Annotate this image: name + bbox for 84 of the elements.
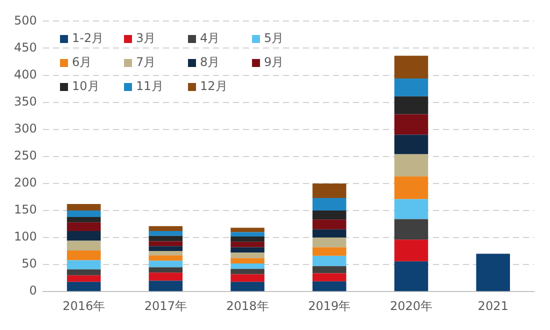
y-tick-label: 0 <box>29 284 37 298</box>
bar <box>66 231 101 241</box>
legend-label: 8月 <box>200 54 220 71</box>
y-tick-label: 300 <box>14 121 37 136</box>
bar <box>394 78 428 96</box>
bar <box>66 216 101 222</box>
bar <box>312 247 346 256</box>
bar <box>66 250 101 260</box>
legend-label: 4月 <box>200 30 220 47</box>
bar <box>312 229 346 238</box>
bar <box>148 272 183 281</box>
bar <box>230 242 264 248</box>
legend-label: 6月 <box>72 54 92 71</box>
bar <box>148 260 183 268</box>
bar <box>394 261 428 292</box>
bar <box>394 219 428 240</box>
x-tick-label: 2020年 <box>390 298 432 313</box>
y-tick-label: 250 <box>14 148 37 163</box>
bar <box>394 199 428 220</box>
legend-label: 9月 <box>264 54 284 71</box>
bar <box>148 255 183 261</box>
bar <box>394 240 428 262</box>
bar <box>148 236 183 242</box>
bar <box>312 256 346 266</box>
legend-label: 7月 <box>136 54 156 71</box>
y-tick-label: 150 <box>14 202 37 217</box>
bar <box>148 226 183 232</box>
bar <box>66 204 101 210</box>
bar <box>66 240 101 250</box>
x-tick-label: 2018年 <box>226 298 269 313</box>
bar <box>230 236 264 242</box>
bar <box>230 228 264 232</box>
bar <box>148 251 183 256</box>
bar <box>230 282 264 292</box>
bar <box>394 56 428 79</box>
bar <box>312 266 346 274</box>
bar <box>312 273 346 282</box>
bar <box>66 269 101 276</box>
bar <box>66 210 101 217</box>
x-tick-label: 2021 <box>478 298 508 313</box>
bar <box>394 96 428 114</box>
bar <box>312 198 346 210</box>
y-tick-label: 50 <box>22 256 37 271</box>
bar <box>148 267 183 273</box>
legend-label: 11月 <box>136 78 164 95</box>
bar <box>148 241 183 246</box>
y-tick-label: 400 <box>14 67 37 82</box>
bar <box>312 183 346 198</box>
y-tick-label: 500 <box>14 13 37 28</box>
x-tick-label: 2017年 <box>144 298 187 313</box>
x-tick-label: 2019年 <box>308 298 351 313</box>
bar <box>312 220 346 230</box>
y-tick-label: 450 <box>14 40 37 54</box>
bar <box>148 231 183 236</box>
bar <box>394 154 428 176</box>
y-tick-label: 200 <box>14 176 37 190</box>
bar <box>148 246 183 252</box>
bar <box>230 247 264 253</box>
legend-label: 12月 <box>200 78 228 95</box>
bar <box>476 254 510 292</box>
bar <box>230 263 264 269</box>
bar <box>394 176 428 200</box>
bar <box>230 232 264 236</box>
x-tick-label: 2016年 <box>62 298 106 313</box>
bar <box>230 268 264 274</box>
bar <box>66 260 101 270</box>
bar <box>312 281 346 292</box>
bar <box>66 222 101 232</box>
bar <box>66 275 101 282</box>
bar <box>230 252 264 258</box>
legend-label: 3月 <box>136 30 156 47</box>
bar <box>148 280 183 292</box>
bar <box>312 238 346 248</box>
bar <box>230 258 264 264</box>
bar <box>66 282 101 292</box>
legend-label: 10月 <box>72 78 100 95</box>
bar <box>230 274 264 282</box>
bar <box>394 134 428 154</box>
y-tick-label: 350 <box>14 94 37 108</box>
legend-label: 1-2月 <box>72 30 104 47</box>
y-tick-label: 100 <box>14 230 37 244</box>
bar <box>394 114 428 135</box>
bar <box>312 210 346 220</box>
legend-label: 5月 <box>264 30 284 47</box>
